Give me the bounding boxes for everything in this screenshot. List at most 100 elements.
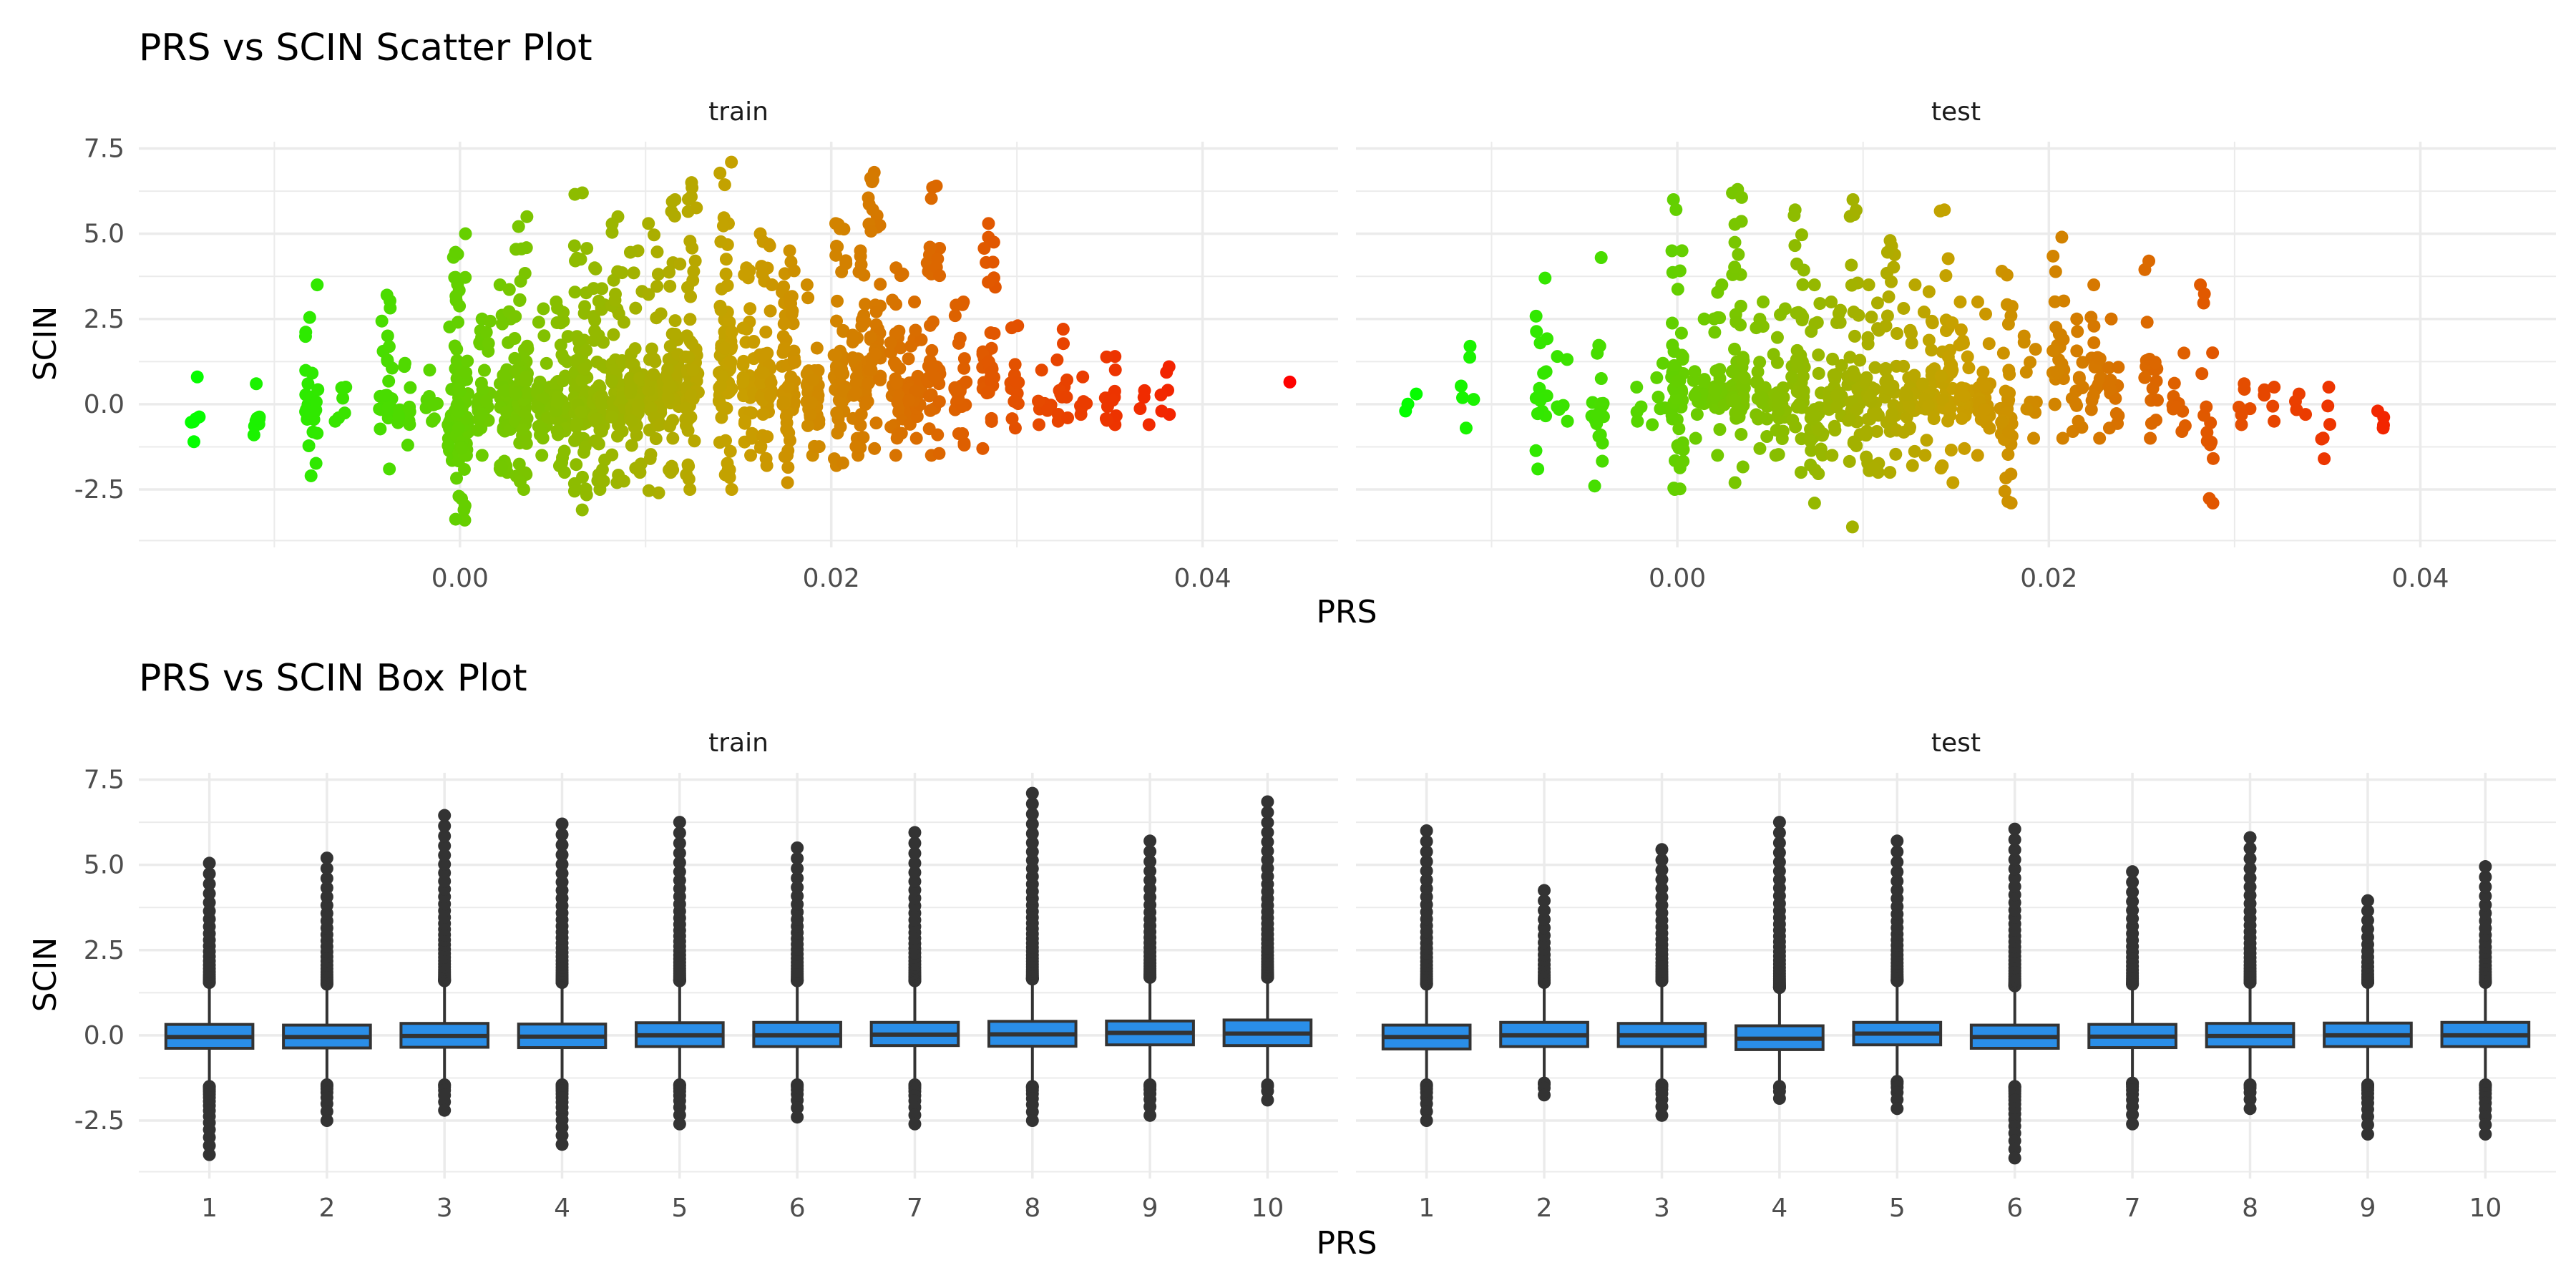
- scatter-point: [1594, 428, 1607, 441]
- scatter-point: [623, 245, 637, 259]
- scatter-point: [1828, 419, 1841, 433]
- scatter-point: [784, 370, 798, 384]
- scatter-panel-test: test 0.00 0.02 0.04: [1356, 97, 2556, 593]
- scatter-point: [909, 323, 922, 337]
- scatter-point: [520, 339, 534, 353]
- scatter-point: [1796, 278, 1810, 291]
- scatter-point: [679, 419, 693, 432]
- scatter-point: [736, 375, 750, 389]
- scatter-point: [1999, 384, 2012, 398]
- scatter-point: [449, 512, 462, 526]
- outlier-point: [2126, 885, 2140, 899]
- scatter-point: [1672, 422, 1686, 436]
- scatter-point: [894, 341, 907, 355]
- scatter-point: [1941, 414, 1955, 428]
- scatter-point: [401, 439, 414, 452]
- scatter-point: [1788, 239, 1802, 253]
- outlier-point: [438, 839, 452, 853]
- scatter-point: [479, 326, 493, 339]
- scatter-point: [651, 268, 665, 281]
- outlier-point: [1655, 863, 1669, 877]
- scatter-point: [834, 366, 848, 379]
- outlier-point: [203, 896, 216, 909]
- outlier-point: [1772, 816, 1786, 829]
- scatter-point: [2138, 371, 2152, 384]
- scatter-point: [1056, 323, 1070, 336]
- outlier-point: [2008, 843, 2021, 857]
- scatter-point: [590, 412, 603, 426]
- box-4: [517, 817, 608, 1151]
- scatter-point: [1533, 394, 1547, 407]
- scatter-point: [1160, 366, 1174, 379]
- scatter-point: [554, 338, 567, 352]
- outlier-point: [1655, 853, 1669, 867]
- x-tick-label: 0.04: [2391, 564, 2449, 593]
- scatter-point: [874, 278, 887, 291]
- scatter-point: [1737, 371, 1751, 384]
- scatter-point: [889, 359, 903, 373]
- scatter-point: [687, 265, 701, 278]
- outlier-point: [1890, 855, 1904, 869]
- scatter-point: [1100, 414, 1113, 427]
- scatter-point: [625, 439, 638, 452]
- scatter-point: [801, 419, 814, 432]
- outlier-point: [1772, 864, 1786, 878]
- x-tick-label: 4: [1771, 1194, 1787, 1223]
- scatter-point: [509, 310, 522, 323]
- scatter-point: [1850, 403, 1864, 416]
- scatter-point: [2323, 418, 2336, 431]
- scatter-point: [1859, 429, 1873, 442]
- outlier-point: [1261, 826, 1274, 839]
- scatter-point: [2205, 435, 2218, 449]
- scatter-point: [1551, 400, 1564, 414]
- scatter-point: [1946, 476, 1960, 489]
- scatter-point: [1750, 321, 1763, 335]
- scatter-point: [1885, 411, 1898, 424]
- x-tick-label: 1: [201, 1194, 218, 1223]
- outlier-point: [438, 829, 452, 843]
- scatter-point: [1561, 353, 1574, 366]
- outlier-point: [2243, 871, 2257, 884]
- scatter-point: [1917, 306, 1931, 319]
- scatter-point: [761, 346, 774, 360]
- outlier-point: [555, 1138, 569, 1151]
- scatter-point: [756, 408, 770, 421]
- scatter-point: [1689, 431, 1702, 445]
- scatter-point: [781, 444, 795, 457]
- outlier-point: [2479, 1128, 2492, 1141]
- scatter-point: [1133, 402, 1147, 416]
- scatter-point: [721, 457, 734, 470]
- outlier-point: [791, 872, 804, 885]
- scatter-point: [2070, 312, 2084, 326]
- scatter-point: [587, 282, 600, 296]
- scatter-point: [1863, 389, 1877, 402]
- scatter-point: [2178, 419, 2192, 433]
- scatter-point: [661, 391, 675, 405]
- scatter-point: [854, 250, 867, 263]
- scatter-point: [810, 341, 824, 355]
- scatter-point: [499, 405, 513, 419]
- scatter-point: [2055, 230, 2069, 244]
- scatter-point: [575, 503, 589, 517]
- scatter-point: [849, 386, 863, 399]
- scatter-point: [1531, 462, 1545, 476]
- scatter-point: [1634, 400, 1648, 414]
- scatter-point: [1977, 403, 1991, 416]
- scatter-point: [2001, 494, 2015, 508]
- scatter-point: [663, 380, 677, 394]
- outlier-point: [438, 857, 452, 871]
- scatter-xlabel: PRS: [1316, 594, 1377, 630]
- scatter-point: [375, 314, 389, 328]
- scatter-point: [1812, 366, 1825, 380]
- scatter-point: [571, 430, 585, 444]
- scatter-point: [725, 325, 738, 338]
- y-tick-label: 2.5: [84, 305, 125, 334]
- box-9: [1105, 834, 1195, 1122]
- scatter-point: [1455, 391, 1469, 404]
- scatter-point: [777, 317, 791, 331]
- scatter-point: [557, 352, 571, 366]
- scatter-point: [862, 377, 875, 391]
- outlier-point: [1655, 1100, 1669, 1113]
- scatter-point: [591, 436, 605, 450]
- scatter-point: [1797, 263, 1810, 277]
